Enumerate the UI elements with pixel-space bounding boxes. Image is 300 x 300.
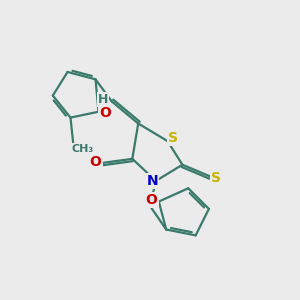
- Text: S: S: [211, 171, 221, 185]
- Text: CH₃: CH₃: [71, 143, 93, 154]
- Text: N: N: [146, 174, 158, 188]
- Text: O: O: [146, 193, 158, 207]
- Text: H: H: [98, 93, 108, 106]
- Text: S: S: [168, 131, 178, 145]
- Text: O: O: [90, 155, 101, 169]
- Text: O: O: [99, 106, 111, 120]
